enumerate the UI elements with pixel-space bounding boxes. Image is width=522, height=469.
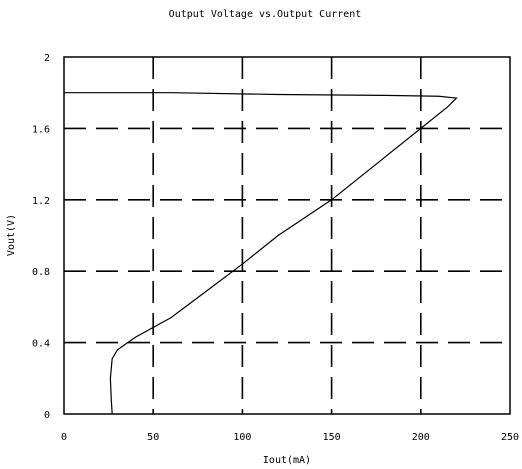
y-tick-label: 0 — [44, 410, 50, 421]
y-tick-label: 0.4 — [32, 339, 50, 350]
x-tick-label: 50 — [147, 432, 159, 443]
tick-labels: 0 50 100 150 200 250 0 0.4 0.8 1.2 1.6 2 — [32, 53, 519, 443]
vout-iout-curve — [64, 92, 458, 415]
x-tick-label: 200 — [412, 432, 430, 443]
plot-frame — [63, 56, 511, 415]
x-tick-label: 150 — [323, 432, 341, 443]
y-tick-label: 1.6 — [32, 124, 50, 135]
x-axis-title: Iout(mA) — [263, 455, 311, 466]
y-tick-label: 2 — [44, 53, 50, 64]
y-axis-title: Vout(V) — [6, 214, 17, 256]
y-tick-label: 0.8 — [32, 267, 50, 278]
x-tick-label: 250 — [501, 432, 519, 443]
x-tick-label: 0 — [61, 432, 67, 443]
grid — [64, 57, 510, 414]
y-tick-label: 1.2 — [32, 196, 50, 207]
chart-title: Output Voltage vs.Output Current — [169, 9, 362, 20]
x-tick-label: 100 — [233, 432, 251, 443]
